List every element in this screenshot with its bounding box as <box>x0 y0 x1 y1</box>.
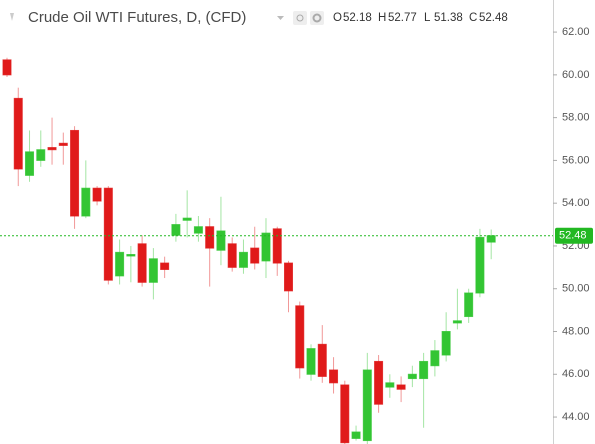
ohlc-value: 52.18 <box>343 12 372 24</box>
candle-body <box>25 151 35 176</box>
candle-body <box>171 224 181 236</box>
candle-body <box>238 251 248 268</box>
chart-title: Crude Oil WTI Futures, D, (CFD) <box>28 9 246 26</box>
candle-body <box>47 147 57 151</box>
candle-body <box>419 360 429 380</box>
candle-body <box>317 343 327 377</box>
y-tick-label: 48.00 <box>562 325 590 337</box>
last-price-box <box>555 227 593 244</box>
candle-body <box>362 369 372 442</box>
ohlc-key: O <box>333 12 342 24</box>
y-tick-label: 54.00 <box>562 197 590 209</box>
candle-body <box>261 232 271 262</box>
candle-body <box>441 331 451 356</box>
visibility-button[interactable] <box>293 11 307 25</box>
candle-body <box>452 320 462 324</box>
ohlc-value: 51.38 <box>434 12 463 24</box>
y-tick-label: 46.00 <box>562 368 590 380</box>
candle-body <box>385 382 395 388</box>
candle-body <box>58 142 68 146</box>
candle-body <box>227 243 237 268</box>
candle-body <box>115 251 125 277</box>
candle-body <box>430 350 440 367</box>
ohlc-key: L <box>424 12 431 24</box>
candle-body <box>272 228 282 264</box>
candle-body <box>137 243 147 283</box>
settings-button[interactable] <box>310 11 324 25</box>
candle-body <box>407 373 417 380</box>
candle-body <box>329 369 339 384</box>
candle-body <box>475 236 485 294</box>
y-tick-label: 60.00 <box>562 69 590 81</box>
candle-body <box>295 305 305 369</box>
candle-body <box>103 187 113 281</box>
y-tick-label: 62.00 <box>562 26 590 38</box>
candle-body <box>148 258 158 283</box>
ohlc-value: 52.48 <box>479 12 508 24</box>
candle-body <box>36 149 46 161</box>
candle-body <box>464 292 474 318</box>
last-price-label: 52.48 <box>559 230 587 242</box>
candle-body <box>126 254 136 257</box>
y-tick-label: 56.00 <box>562 154 590 166</box>
candle-body <box>160 262 170 270</box>
candle-body <box>92 187 102 202</box>
candle-body <box>13 97 23 170</box>
candle-body <box>396 384 406 390</box>
candle-body <box>250 247 260 264</box>
eye-icon <box>296 14 304 22</box>
candle-body <box>193 226 203 234</box>
candle-body <box>182 217 192 221</box>
candle-body <box>216 230 226 251</box>
candle-body <box>2 59 12 76</box>
symbol-marker <box>10 13 14 21</box>
dropdown-arrow[interactable] <box>277 16 284 20</box>
candle-body <box>351 431 361 439</box>
candle-body <box>81 187 91 217</box>
ohlc-key: C <box>469 12 477 24</box>
candle-body <box>306 348 316 375</box>
candle-body <box>486 235 496 243</box>
y-tick-label: 44.00 <box>562 411 590 423</box>
ohlc-value: 52.77 <box>388 12 417 24</box>
gear-icon <box>312 13 322 23</box>
candle-body <box>205 226 215 249</box>
ohlc-key: H <box>378 12 386 24</box>
candle-body <box>340 384 350 444</box>
candle-body <box>374 360 384 405</box>
candle-body <box>70 129 80 217</box>
candle-body <box>284 262 293 292</box>
y-tick-label: 58.00 <box>562 112 590 124</box>
y-tick-label: 50.00 <box>562 283 590 295</box>
